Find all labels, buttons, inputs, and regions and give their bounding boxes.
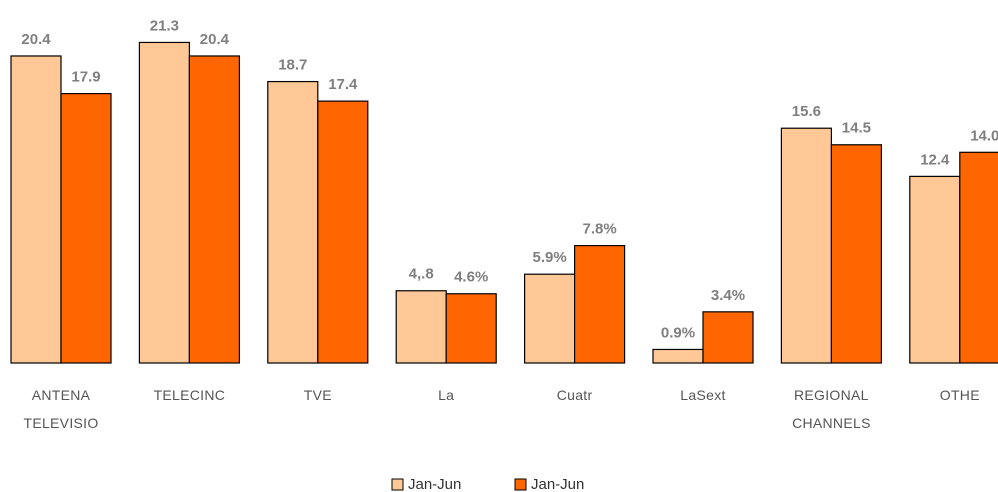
x-tick-label: OTHE (939, 387, 980, 403)
bar (445, 293, 497, 364)
legend-swatch (391, 478, 404, 491)
x-tick-label: ANTENA TELEVISIO (23, 387, 99, 431)
bar (267, 80, 319, 364)
legend-label: Jan-Jun (531, 476, 584, 492)
value-label: 20.4 (21, 31, 51, 48)
value-label: 4.6% (454, 269, 488, 286)
legend-swatch (514, 478, 527, 491)
bar (317, 100, 369, 364)
value-label: 18.7 (278, 57, 307, 74)
x-tick-label: TELECINC (153, 387, 226, 403)
bar (10, 55, 62, 364)
bar (830, 144, 883, 364)
bar (395, 290, 447, 364)
legend-label: Jan-Jun (408, 476, 461, 492)
bar (60, 93, 112, 364)
x-tick-label: LaSext (680, 387, 726, 403)
x-tick-label: Cuatr (556, 387, 593, 403)
value-label: 0.9% (661, 324, 695, 341)
bar (959, 151, 998, 364)
value-label: 5.9% (532, 249, 566, 266)
value-label: 7.8% (582, 221, 616, 238)
value-label: 20.4 (200, 31, 230, 48)
bar (138, 41, 190, 364)
value-label: 4,.8 (409, 266, 434, 283)
bar (909, 175, 961, 364)
bar (702, 311, 754, 364)
bar (780, 127, 833, 364)
value-label: 15.6 (792, 103, 821, 120)
x-tick-label: TVE (303, 387, 332, 403)
value-label: 17.4 (328, 76, 358, 93)
x-tick-label: La (438, 387, 455, 403)
value-label: 14.5 (842, 120, 871, 137)
bar (573, 245, 626, 364)
value-label: 17.9 (71, 69, 100, 86)
value-label: 21.3 (150, 17, 179, 34)
x-tick-label: REGIONAL CHANNELS (792, 387, 871, 431)
bar (523, 273, 576, 364)
value-label: 3.4% (711, 287, 745, 304)
value-label: 12.4 (920, 151, 950, 168)
bar (652, 348, 704, 364)
value-label: 14.0 (970, 127, 998, 144)
bar (188, 55, 240, 364)
